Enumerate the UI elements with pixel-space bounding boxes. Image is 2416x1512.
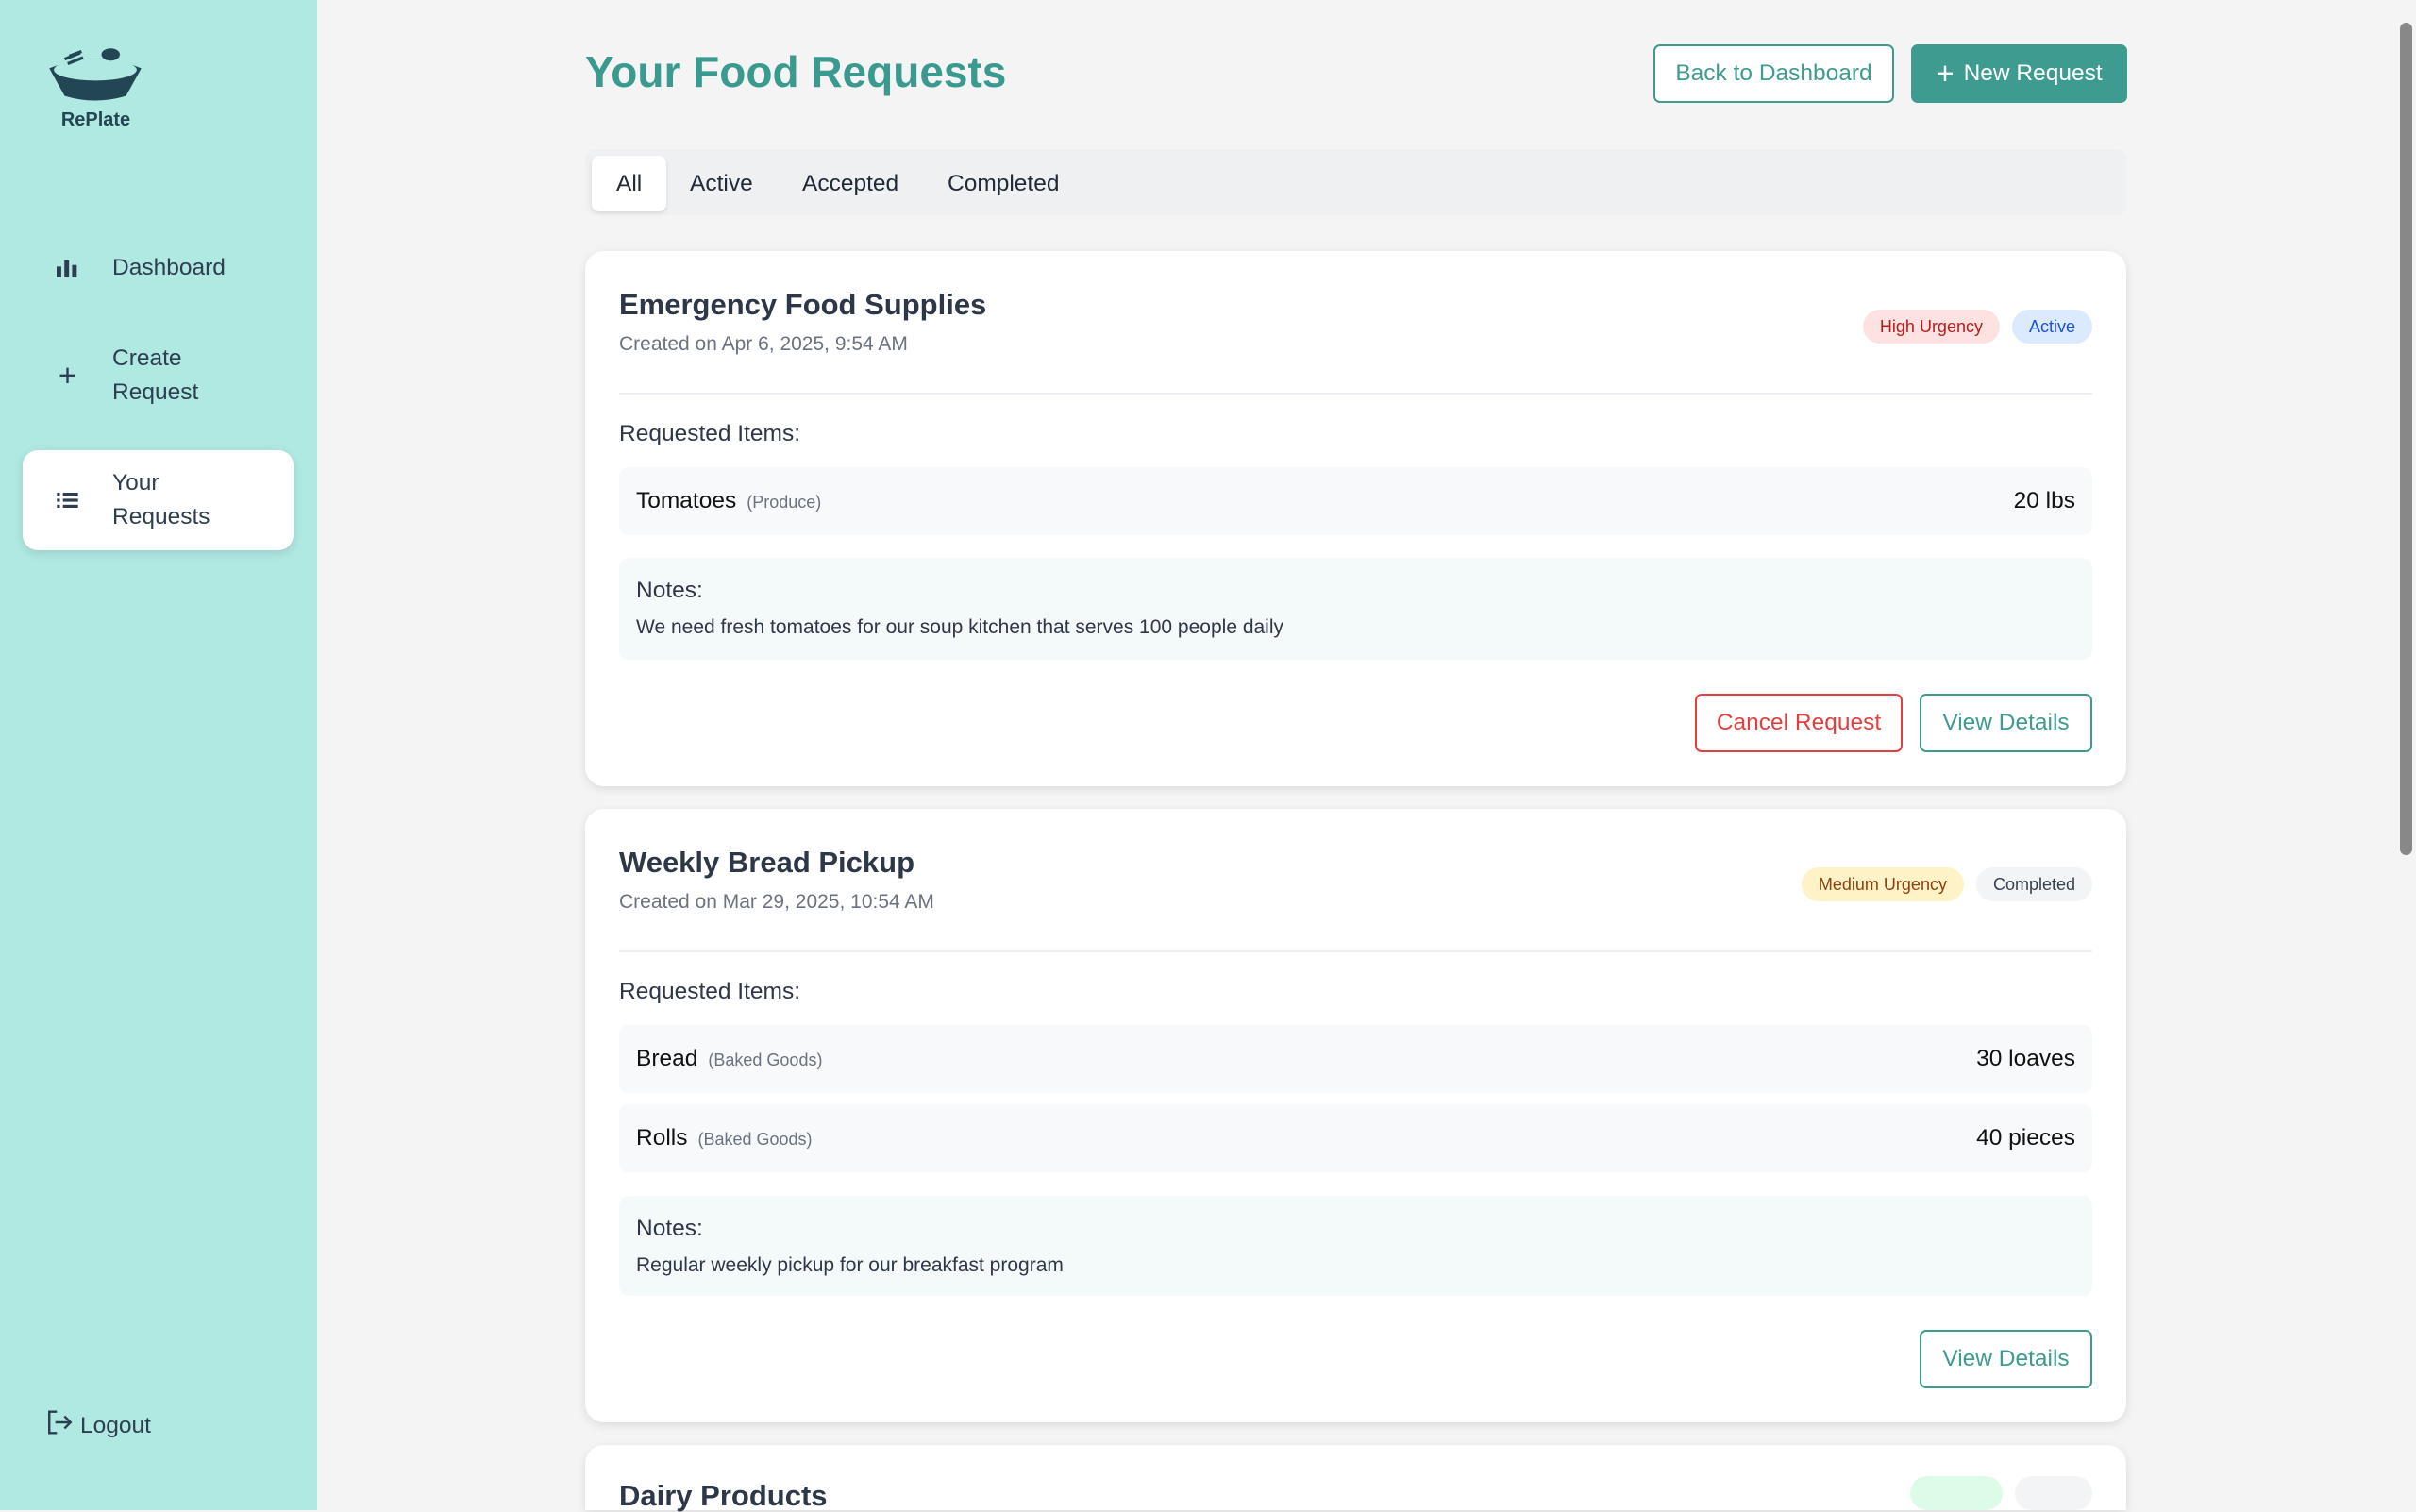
notes-box: Notes: We need fresh tomatoes for our so… — [619, 558, 2092, 660]
request-title: Weekly Bread Pickup — [619, 846, 915, 879]
list-item: Tomatoes (Produce) 20 lbs — [619, 467, 2092, 535]
sidebar-item-label: Your Requests — [112, 470, 210, 529]
item-category: (Baked Goods) — [697, 1130, 813, 1149]
back-to-dashboard-button[interactable]: Back to Dashboard — [1653, 44, 1894, 103]
urgency-badge: High Urgency — [1862, 310, 2000, 344]
item-quantity: 30 loaves — [1976, 1046, 2075, 1071]
status-tabs: All Active Accepted Completed — [585, 149, 2126, 215]
new-request-button[interactable]: + New Request — [1911, 44, 2127, 103]
sidebar-item-dashboard[interactable]: Dashboard — [23, 251, 294, 285]
tab-accepted[interactable]: Accepted — [802, 171, 899, 196]
bar-chart-icon — [23, 259, 112, 277]
requested-items-label: Requested Items: — [619, 979, 801, 1004]
urgency-badge: Medium Urgency — [1801, 867, 1964, 901]
status-badge: Active — [2011, 310, 2092, 344]
new-request-label: New Request — [1963, 60, 2103, 86]
list-item: Rolls (Baked Goods) 40 pieces — [619, 1104, 2092, 1172]
request-card: Weekly Bread Pickup Created on Mar 29, 2… — [585, 809, 2126, 1422]
list-item: Bread (Baked Goods) 30 loaves — [619, 1025, 2092, 1093]
tab-completed[interactable]: Completed — [948, 171, 1060, 196]
status-badge: Completed — [1975, 867, 2092, 901]
logout-label: Logout — [80, 1412, 151, 1438]
notes-text: Regular weekly pickup for our breakfast … — [636, 1254, 1064, 1276]
sidebar-item-your-requests[interactable]: Your Requests — [23, 450, 294, 550]
request-card: Dairy Products — [585, 1445, 2126, 1510]
request-title: Emergency Food Supplies — [619, 288, 987, 321]
divider — [619, 950, 2092, 952]
replate-logo-icon — [46, 43, 144, 113]
logout-button[interactable]: Logout — [46, 1410, 151, 1441]
divider — [619, 393, 2092, 395]
scrollbar[interactable] — [2397, 0, 2416, 1510]
urgency-badge — [1910, 1476, 2003, 1510]
view-details-button[interactable]: View Details — [1920, 1330, 2092, 1388]
request-card: Emergency Food Supplies Created on Apr 6… — [585, 251, 2126, 786]
item-name: Rolls — [636, 1125, 688, 1151]
page-title: Your Food Requests — [585, 47, 1007, 96]
item-name: Bread — [636, 1046, 698, 1071]
item-name: Tomatoes — [636, 488, 737, 513]
logout-icon — [46, 1410, 74, 1441]
list-icon — [23, 493, 112, 508]
app-name: RePlate — [60, 109, 131, 130]
item-category: (Baked Goods) — [708, 1050, 823, 1069]
cancel-request-button[interactable]: Cancel Request — [1695, 694, 1903, 752]
item-quantity: 40 pieces — [1976, 1125, 2075, 1151]
item-quantity: 20 lbs — [2013, 488, 2075, 513]
request-title: Dairy Products — [619, 1479, 828, 1512]
request-date: Created on Mar 29, 2025, 10:54 AM — [619, 891, 934, 913]
sidebar-item-label: Dashboard — [112, 255, 226, 280]
notes-label: Notes: — [636, 1216, 703, 1241]
sidebar-item-label: Create Request — [112, 345, 199, 405]
plus-icon: + — [1936, 56, 1955, 91]
item-category: (Produce) — [747, 493, 822, 512]
notes-box: Notes: Regular weekly pickup for our bre… — [619, 1196, 2092, 1296]
notes-label: Notes: — [636, 578, 703, 603]
tab-all[interactable]: All — [592, 156, 667, 211]
notes-text: We need fresh tomatoes for our soup kitc… — [636, 616, 1284, 638]
tab-active[interactable]: Active — [690, 171, 753, 196]
request-date: Created on Apr 6, 2025, 9:54 AM — [619, 333, 908, 355]
sidebar: RePlate Dashboard + Create Request Your … — [0, 0, 317, 1510]
plus-icon: + — [58, 358, 77, 393]
status-badge — [2015, 1476, 2092, 1510]
sidebar-item-create-request[interactable]: + Create Request — [23, 342, 294, 410]
requested-items-label: Requested Items: — [619, 421, 801, 446]
scrollbar-thumb[interactable] — [2400, 23, 2412, 855]
view-details-button[interactable]: View Details — [1920, 694, 2092, 752]
